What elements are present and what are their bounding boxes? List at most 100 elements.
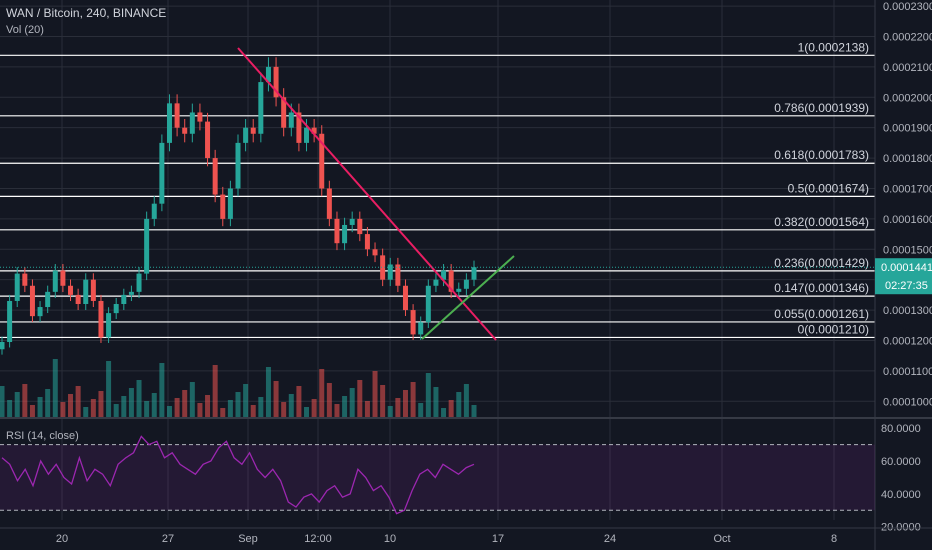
- volume-bar: [364, 401, 370, 418]
- volume-bar: [319, 369, 325, 418]
- rsi-tick-label: 80.0000: [881, 423, 921, 435]
- volume-bar: [410, 382, 416, 418]
- candle-body: [174, 103, 180, 128]
- volume-bar: [342, 396, 348, 418]
- price-tick-label: 0.0002000: [883, 92, 932, 104]
- candle-body: [250, 127, 256, 134]
- candle-body: [334, 218, 340, 244]
- volume-bar: [250, 405, 256, 418]
- candle-body: [410, 310, 416, 335]
- volume-bar: [166, 406, 172, 418]
- price-tick-label: 0.0002100: [883, 62, 932, 74]
- last-price-countdown: 02:27:35: [885, 280, 928, 292]
- time-tick-label: Oct: [713, 533, 730, 545]
- time-tick-label: 8: [831, 533, 837, 545]
- volume-bar: [14, 392, 20, 418]
- candle-body: [0, 342, 5, 350]
- volume-bar: [159, 363, 165, 418]
- price-tick-label: 0.0001500: [883, 244, 932, 256]
- volume-bar: [281, 402, 287, 418]
- candle-body: [189, 112, 195, 134]
- price-tick-label: 0.0001200: [883, 335, 932, 347]
- price-tick-label: 0.0001700: [883, 183, 932, 195]
- rsi-line: [1, 435, 475, 515]
- volume-bar: [418, 403, 424, 418]
- candle-body: [227, 188, 233, 219]
- volume-bar: [273, 381, 279, 418]
- time-tick-label: Sep: [238, 533, 258, 545]
- candle-body: [29, 285, 35, 317]
- candle-body: [326, 188, 332, 219]
- candle-body: [296, 112, 302, 143]
- volume-bar: [22, 384, 28, 418]
- candle-body: [265, 66, 271, 83]
- candle-body: [22, 273, 28, 286]
- resistance-trendline: [237, 47, 497, 341]
- time-tick-label: 12:00: [304, 533, 332, 545]
- candle-body: [235, 142, 241, 189]
- last-price-tag: [875, 258, 932, 295]
- volume-bar: [402, 390, 408, 418]
- volume-bar: [235, 392, 241, 418]
- candle-body: [205, 121, 211, 159]
- candle-body: [463, 279, 469, 289]
- volume-bar: [265, 367, 271, 418]
- volume-bar: [60, 402, 66, 418]
- price-tick-label: 0.0001000: [883, 396, 932, 408]
- candle-body: [45, 291, 51, 308]
- volume-bar: [304, 407, 310, 418]
- volume-bar: [90, 399, 96, 418]
- volume-bar: [227, 400, 233, 418]
- candle-body: [128, 291, 134, 295]
- support-trendline: [421, 255, 515, 340]
- volume-bar: [151, 393, 157, 418]
- price-tick-label: 0.0001300: [883, 305, 932, 317]
- candle-body: [319, 133, 325, 189]
- candle-body: [357, 218, 363, 235]
- candle-body: [113, 304, 119, 314]
- rsi-indicator-label: RSI (14, close): [6, 430, 79, 442]
- candle-body: [60, 270, 66, 286]
- candle-body: [90, 279, 96, 301]
- candle-body: [425, 285, 431, 323]
- fib-level-label: 0.618(0.0001783): [774, 148, 869, 162]
- candle-body: [372, 249, 378, 256]
- rsi-tick-label: 40.0000: [881, 489, 921, 501]
- volume-bar: [311, 399, 317, 418]
- volume-bar: [68, 394, 74, 418]
- fib-level-label: 0.382(0.0001564): [774, 215, 869, 229]
- price-tick-label: 0.0001100: [883, 366, 932, 378]
- volume-bar: [463, 384, 469, 418]
- volume-bar: [0, 386, 5, 418]
- candle-body: [433, 279, 439, 286]
- candle-body: [349, 218, 355, 225]
- volume-bar: [243, 384, 249, 418]
- volume-bar: [372, 371, 378, 418]
- volume-bar: [197, 403, 203, 418]
- candle-body: [212, 158, 218, 195]
- volume-bar: [106, 361, 112, 418]
- candle-body: [311, 127, 317, 134]
- candle-body: [14, 273, 20, 301]
- candle-body: [159, 142, 165, 204]
- volume-bar: [75, 386, 81, 418]
- volume-bar: [121, 396, 127, 418]
- volume-bar: [433, 387, 439, 418]
- volume-bar: [456, 392, 462, 418]
- candle-body: [402, 285, 408, 311]
- price-tick-label: 0.0001800: [883, 153, 932, 165]
- rsi-tick-label: 60.0000: [881, 456, 921, 468]
- fib-level-label: 1(0.0002138): [798, 40, 869, 54]
- fib-level-label: 0.5(0.0001674): [788, 181, 869, 195]
- time-tick-label: 27: [162, 533, 174, 545]
- price-tick-label: 0.0001900: [883, 123, 932, 135]
- time-tick-label: 20: [56, 533, 68, 545]
- price-tick-label: 0.0002200: [883, 31, 932, 43]
- candle-body: [121, 294, 127, 304]
- candle-body: [166, 103, 172, 143]
- volume-bar: [296, 386, 302, 418]
- fib-level-label: 0(0.0001210): [798, 322, 869, 336]
- volume-bar: [357, 380, 363, 418]
- candle-body: [7, 300, 13, 342]
